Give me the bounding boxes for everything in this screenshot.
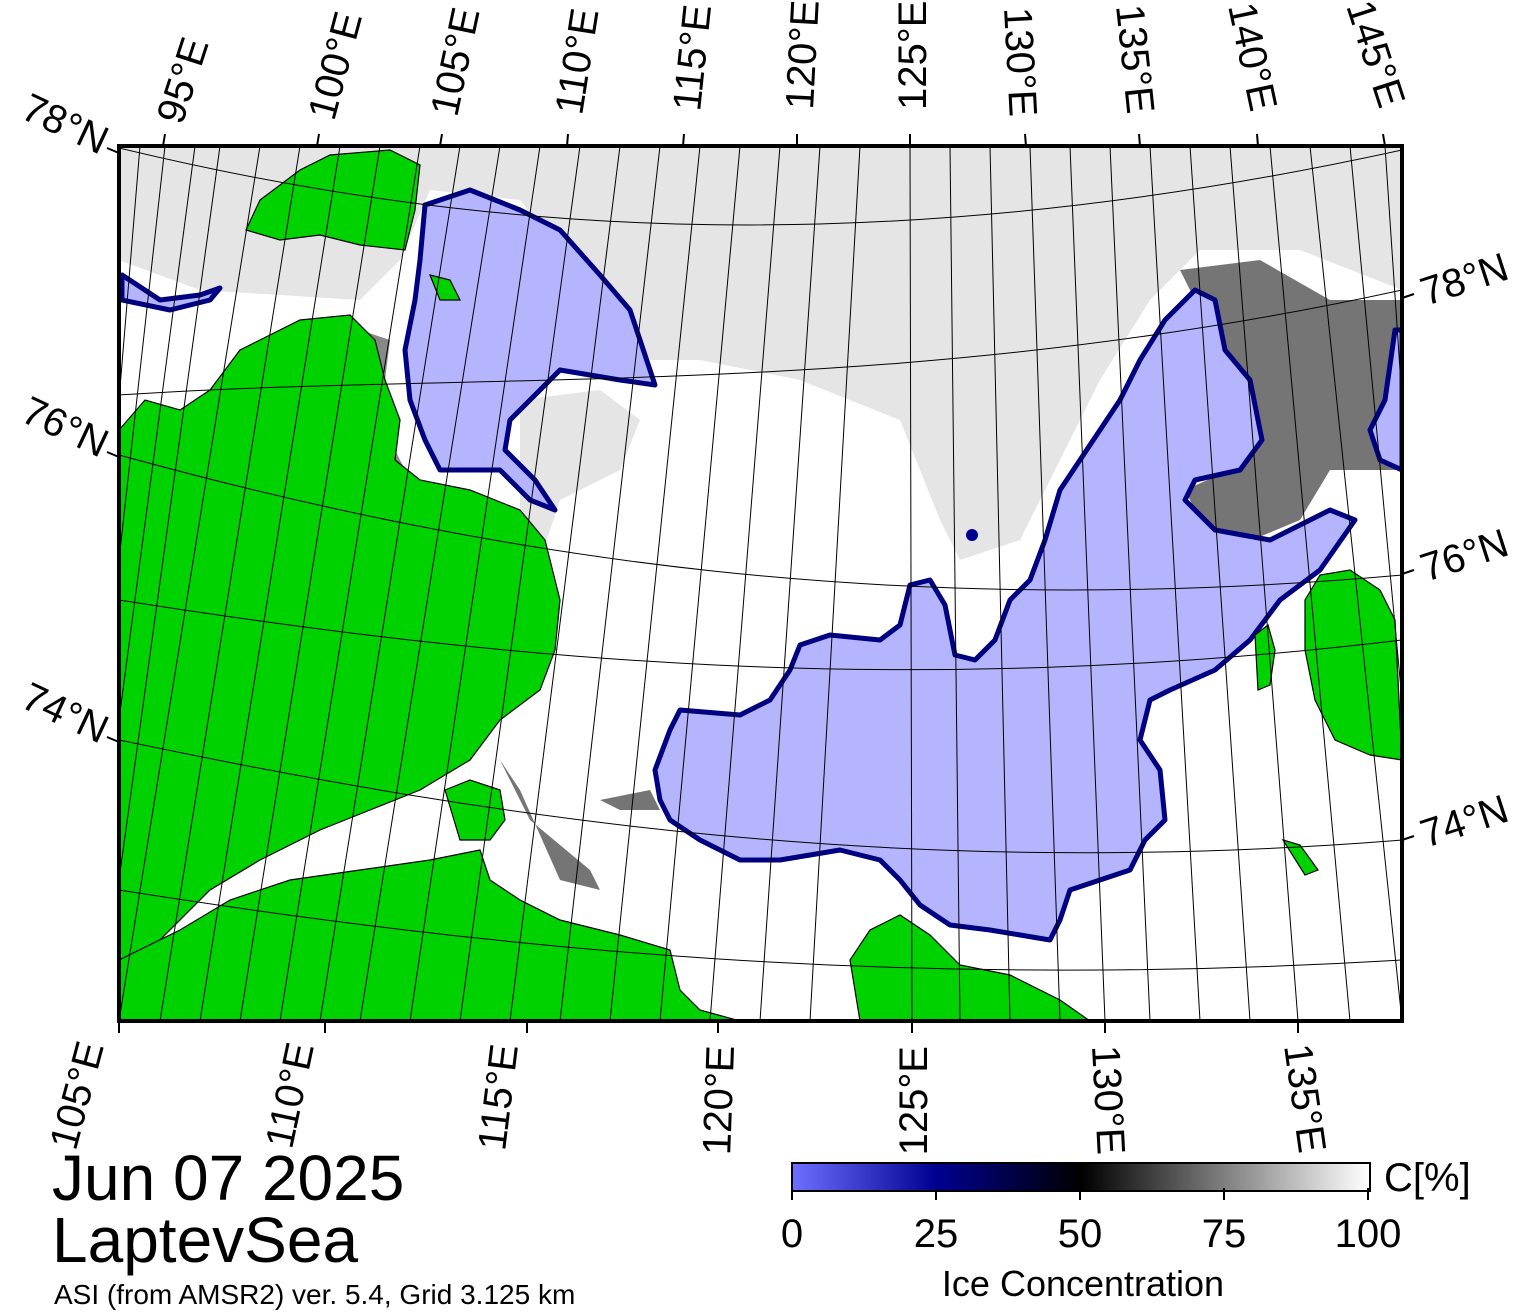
right-lat-label: 76°N xyxy=(1415,521,1514,590)
colorbar-title: Ice Concentration xyxy=(941,1263,1225,1304)
colorbar-tick xyxy=(935,1188,937,1200)
severnaya-zemlya-island xyxy=(245,149,421,251)
colorbar-tick xyxy=(1223,1188,1225,1200)
left-lat-label: 74°N xyxy=(15,675,115,753)
left-lat-label: 76°N xyxy=(15,389,115,467)
region-name: LaptevSea xyxy=(52,1204,359,1276)
colorbar-label: 25 xyxy=(913,1212,959,1256)
colorbar-tick xyxy=(791,1188,793,1200)
kotelny-island xyxy=(1304,569,1402,761)
colorbar-label: 100 xyxy=(1334,1212,1402,1256)
polynya-east xyxy=(1367,327,1402,473)
top-lon-label: 130°E xyxy=(995,6,1045,118)
data-source: ASI (from AMSR2) ver. 5.4, Grid 3.125 km xyxy=(54,1279,576,1310)
top-lon-label: 125°E xyxy=(891,1,935,110)
ice-spot xyxy=(966,529,978,541)
top-lon-label: 135°E xyxy=(1107,2,1162,115)
taymyr-peninsula xyxy=(119,314,561,961)
pack-ice xyxy=(119,146,1402,890)
stolbovoy-island xyxy=(1281,838,1319,876)
top-lon-label: 145°E xyxy=(1337,0,1413,113)
bottom-lon-label: 120°E xyxy=(695,1045,743,1156)
colorbar-tick xyxy=(1079,1188,1081,1200)
top-lon-label: 110°E xyxy=(547,5,607,117)
top-lon-label: 140°E xyxy=(1219,0,1285,115)
left-lat-label: 78°N xyxy=(15,86,115,164)
top-lon-label: 105°E xyxy=(423,4,489,120)
right-latitude-labels: 78°N 76°N 74°N xyxy=(1415,245,1514,856)
belkovsky-island xyxy=(1254,623,1276,691)
top-lon-label: 115°E xyxy=(665,2,720,112)
land-masses xyxy=(119,149,1402,1021)
map-content xyxy=(119,146,1402,1021)
bolshevik-island-south xyxy=(444,779,506,841)
top-lon-label: 120°E xyxy=(778,0,828,110)
bottom-lon-label: 130°E xyxy=(1083,1044,1133,1156)
right-lat-label: 74°N xyxy=(1415,787,1514,856)
colorbar xyxy=(791,1162,1371,1192)
colorbar-label: 50 xyxy=(1057,1212,1103,1256)
map-date: Jun 07 2025 xyxy=(52,1142,405,1214)
frame-ticks xyxy=(106,133,1415,1033)
bottom-lon-label: 135°E xyxy=(1275,1041,1334,1155)
top-lon-label: 100°E xyxy=(300,7,371,124)
top-longitude-labels: 95°E 100°E 105°E 110°E 115°E 120°E 125°E… xyxy=(149,0,1413,129)
colorbar-unit: C[%] xyxy=(1384,1156,1471,1200)
right-lat-label: 78°N xyxy=(1415,245,1514,314)
open-ice-zone xyxy=(119,187,1402,943)
colorbar-label: 75 xyxy=(1201,1212,1247,1256)
polynya-central xyxy=(652,287,1358,943)
bottom-lon-label: 115°E xyxy=(470,1042,527,1153)
bottom-lon-label: 105°E xyxy=(42,1037,113,1154)
graticule xyxy=(119,146,1402,1021)
left-latitude-labels: 78°N 76°N 74°N xyxy=(15,86,115,753)
colorbar-label: 0 xyxy=(780,1212,804,1256)
map-frame xyxy=(117,144,1404,1023)
bottom-lon-label: 125°E xyxy=(892,1046,936,1155)
bottom-longitude-labels: 105°E 110°E 115°E 120°E 125°E 130°E 135°… xyxy=(42,1037,1334,1156)
coastline-south xyxy=(119,849,741,1021)
polynya-strip-west xyxy=(119,272,223,313)
top-lon-label: 95°E xyxy=(149,32,218,129)
lena-delta xyxy=(849,914,1092,1021)
bottom-lon-label: 110°E xyxy=(258,1039,323,1152)
colorbar-tick xyxy=(1367,1188,1369,1200)
